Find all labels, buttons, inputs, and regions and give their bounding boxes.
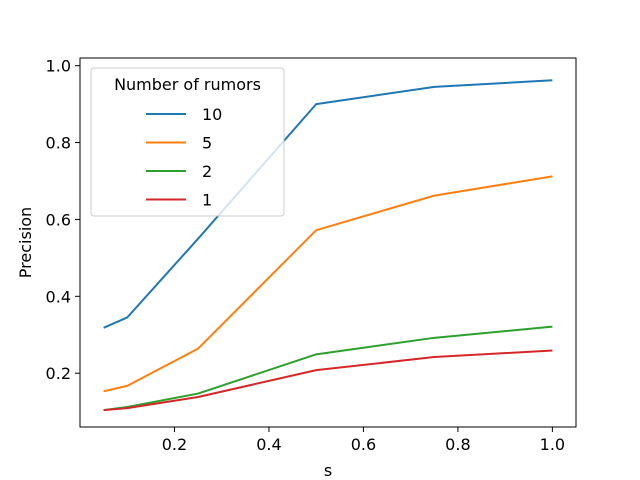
y-axis-label: Precision [16, 207, 35, 278]
legend-title: Number of rumors [114, 75, 261, 94]
axes-layer: 0.2 0.4 0.6 0.8 1.0 0.2 0.4 0.6 0.8 1.0 [46, 57, 577, 454]
x-axis-label: s [324, 461, 332, 480]
x-tick-label: 0.8 [445, 435, 470, 454]
y-tick-label: 0.4 [46, 287, 71, 306]
legend-entries: 10 5 2 1 [146, 105, 222, 210]
y-tick-label: 1.0 [46, 57, 71, 76]
x-tick-label: 0.6 [351, 435, 376, 454]
series-line-1 [103, 349, 553, 412]
legend-label-1: 1 [202, 191, 212, 210]
plot-frame [79, 57, 577, 428]
y-tick-label: 0.6 [46, 210, 71, 229]
legend-label-2: 2 [202, 162, 212, 181]
legend: Number of rumors 10 5 2 1 [90, 67, 285, 217]
legend-label-5: 5 [202, 134, 212, 153]
legend-box [90, 67, 285, 217]
series-line-5 [103, 175, 553, 393]
y-tick-label: 0.8 [46, 134, 71, 153]
y-tick-label: 0.2 [46, 364, 71, 383]
x-tick-label: 0.2 [162, 435, 187, 454]
x-tick-label: 1.0 [540, 435, 565, 454]
x-tick-label: 0.4 [256, 435, 281, 454]
legend-label-10: 10 [202, 105, 222, 124]
